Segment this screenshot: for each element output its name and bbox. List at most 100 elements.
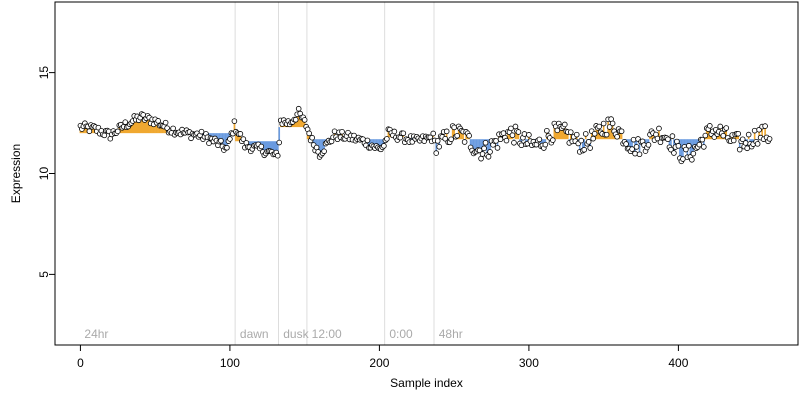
- region-label: dawn: [240, 327, 269, 341]
- data-point: [690, 150, 697, 157]
- data-point: [544, 127, 550, 134]
- data-point: [762, 123, 768, 129]
- data-point: [155, 118, 161, 124]
- data-point: [237, 131, 244, 137]
- data-point: [581, 146, 588, 153]
- data-point: [630, 136, 637, 143]
- x-tick-label: 100: [220, 356, 240, 370]
- data-point: [364, 137, 371, 144]
- data-point: [567, 129, 574, 135]
- data-point: [683, 146, 689, 153]
- data-point: [339, 128, 345, 135]
- data-point: [258, 143, 265, 150]
- x-tick-label: 200: [369, 356, 389, 370]
- data-point: [675, 143, 682, 149]
- data-point: [536, 136, 543, 143]
- data-point: [482, 139, 489, 146]
- data-point: [696, 141, 703, 148]
- data-point: [443, 128, 450, 135]
- data-point: [476, 147, 483, 154]
- data-point: [331, 128, 338, 135]
- data-point: [430, 130, 437, 137]
- data-point: [591, 130, 598, 137]
- data-point: [500, 130, 507, 136]
- data-point: [448, 136, 454, 143]
- data-point: [518, 142, 525, 149]
- data-point: [494, 145, 501, 151]
- data-point: [206, 140, 212, 147]
- data-point: [478, 155, 484, 162]
- data-point: [723, 125, 730, 131]
- data-point: [735, 130, 742, 137]
- data-point: [170, 125, 176, 132]
- y-tick-label: 10: [37, 167, 51, 181]
- data-point: [600, 120, 607, 127]
- data-point: [585, 139, 592, 145]
- data-point: [309, 134, 315, 141]
- data-point: [701, 144, 707, 150]
- data-point: [521, 131, 528, 137]
- data-point: [487, 149, 493, 155]
- region-label: 12:00: [312, 327, 342, 341]
- data-point: [433, 150, 440, 156]
- data-point: [198, 128, 205, 135]
- data-point: [384, 136, 390, 142]
- data-point: [227, 136, 233, 142]
- data-point: [436, 143, 443, 150]
- data-point: [276, 139, 283, 146]
- region-label: dusk: [283, 327, 309, 341]
- data-point: [321, 148, 327, 155]
- data-point: [603, 131, 610, 138]
- data-point: [766, 136, 773, 142]
- x-tick-label: 0: [77, 356, 84, 370]
- data-point: [512, 123, 519, 130]
- data-point: [739, 136, 746, 143]
- data-point: [224, 144, 230, 151]
- data-point: [508, 125, 514, 132]
- y-axis: 5 10 15: [37, 66, 56, 278]
- data-point: [461, 139, 468, 145]
- data-point: [162, 119, 169, 126]
- data-point: [554, 127, 561, 134]
- data-point: [573, 131, 580, 138]
- data-point: [587, 145, 593, 151]
- data-point: [645, 142, 652, 148]
- y-tick-label: 15: [37, 66, 51, 80]
- data-point: [590, 135, 596, 142]
- data-point: [485, 153, 492, 160]
- data-point: [442, 135, 448, 142]
- data-point: [614, 133, 620, 140]
- data-point: [632, 150, 638, 157]
- data-point: [751, 127, 758, 134]
- region-label: 0:00: [389, 327, 413, 341]
- data-point: [699, 136, 706, 143]
- y-tick-label: 5: [37, 271, 51, 278]
- data-point: [618, 128, 625, 135]
- data-point: [686, 142, 692, 149]
- data-point: [351, 132, 357, 139]
- data-point: [218, 137, 224, 144]
- data-point: [745, 131, 752, 138]
- data-point: [231, 118, 238, 124]
- data-point: [114, 128, 121, 135]
- data-point: [665, 136, 671, 143]
- data-point: [451, 124, 457, 131]
- data-point: [292, 116, 299, 123]
- region-label: 48hr: [439, 327, 463, 341]
- data-point: [629, 146, 635, 152]
- data-point: [669, 133, 676, 139]
- data-point: [454, 133, 460, 139]
- data-point: [633, 144, 640, 150]
- data-point: [503, 137, 510, 144]
- data-point: [511, 139, 517, 146]
- data-point: [466, 132, 472, 139]
- data-point: [742, 140, 749, 146]
- data-point: [550, 137, 556, 143]
- data-point: [542, 141, 549, 148]
- region-label: 24hr: [84, 327, 108, 341]
- data-point: [736, 146, 743, 153]
- data-point: [86, 128, 93, 135]
- data-point: [479, 151, 486, 157]
- data-point: [434, 138, 441, 144]
- x-tick-label: 400: [668, 356, 688, 370]
